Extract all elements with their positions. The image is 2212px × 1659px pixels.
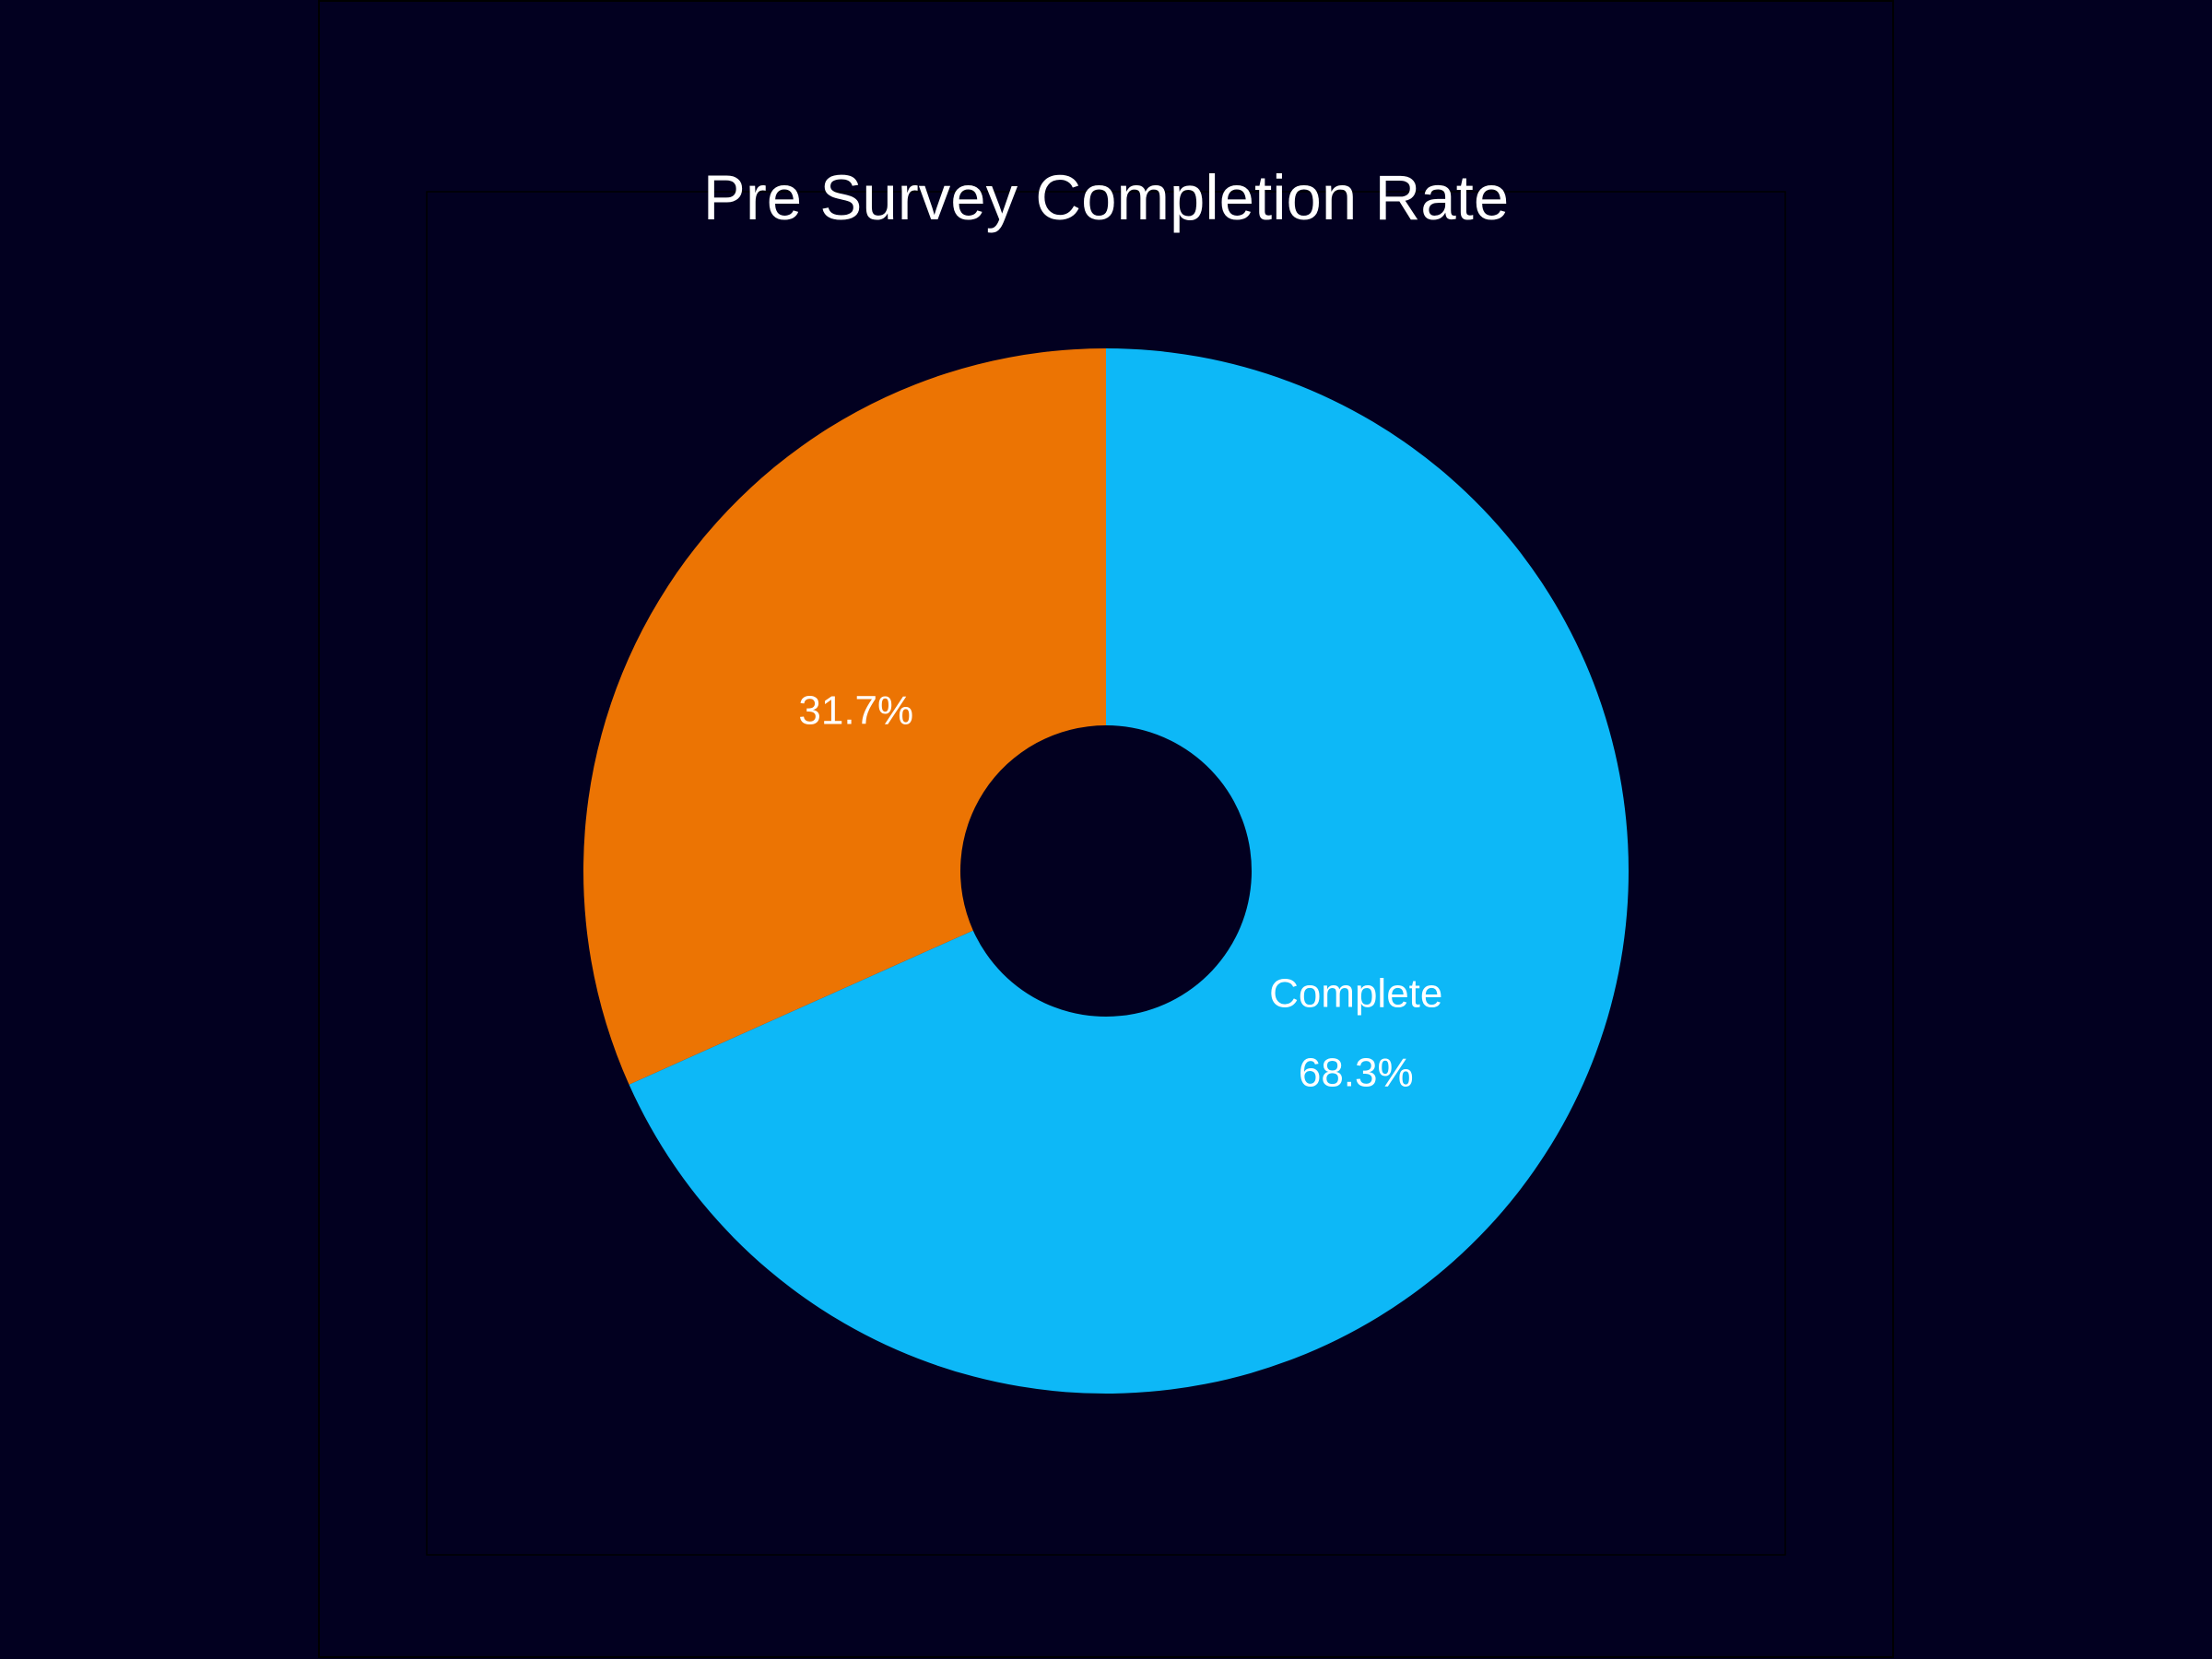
plot-area-frame xyxy=(426,191,1786,1556)
slice-label-0: Complete xyxy=(1269,971,1442,1017)
slice-0 xyxy=(629,348,1630,1394)
slice-1 xyxy=(582,348,1106,1085)
slice-value-label-0: 68.3% xyxy=(1299,1051,1414,1096)
chart-title: Pre Survey Completion Rate xyxy=(703,162,1509,233)
figure-frame xyxy=(318,0,1894,1658)
slices-group xyxy=(582,348,1630,1394)
slice-value-label-1: 31.7% xyxy=(798,688,913,733)
labels-group: Complete 68.3% 31.7% xyxy=(798,688,1442,1095)
